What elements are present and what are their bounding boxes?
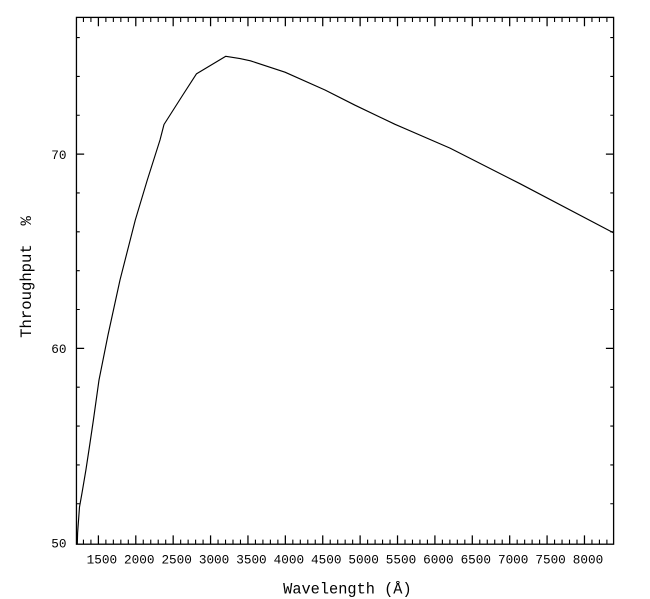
svg-text:3000: 3000 xyxy=(199,552,229,567)
svg-text:70: 70 xyxy=(51,148,66,163)
svg-text:3500: 3500 xyxy=(236,552,266,567)
svg-text:5500: 5500 xyxy=(386,552,416,567)
svg-text:60: 60 xyxy=(51,342,66,357)
svg-text:4000: 4000 xyxy=(274,552,304,567)
svg-text:Wavelength (Å): Wavelength (Å) xyxy=(283,580,412,598)
svg-text:6500: 6500 xyxy=(461,552,491,567)
svg-text:50: 50 xyxy=(51,536,66,551)
svg-text:8000: 8000 xyxy=(573,552,603,567)
svg-text:7500: 7500 xyxy=(535,552,565,567)
svg-text:2500: 2500 xyxy=(161,552,191,567)
svg-text:2000: 2000 xyxy=(124,552,154,567)
svg-text:Throughput %: Throughput % xyxy=(18,216,36,338)
svg-text:6000: 6000 xyxy=(423,552,453,567)
svg-text:1500: 1500 xyxy=(87,552,117,567)
svg-text:5000: 5000 xyxy=(348,552,378,567)
svg-text:4500: 4500 xyxy=(311,552,341,567)
svg-text:7000: 7000 xyxy=(498,552,528,567)
